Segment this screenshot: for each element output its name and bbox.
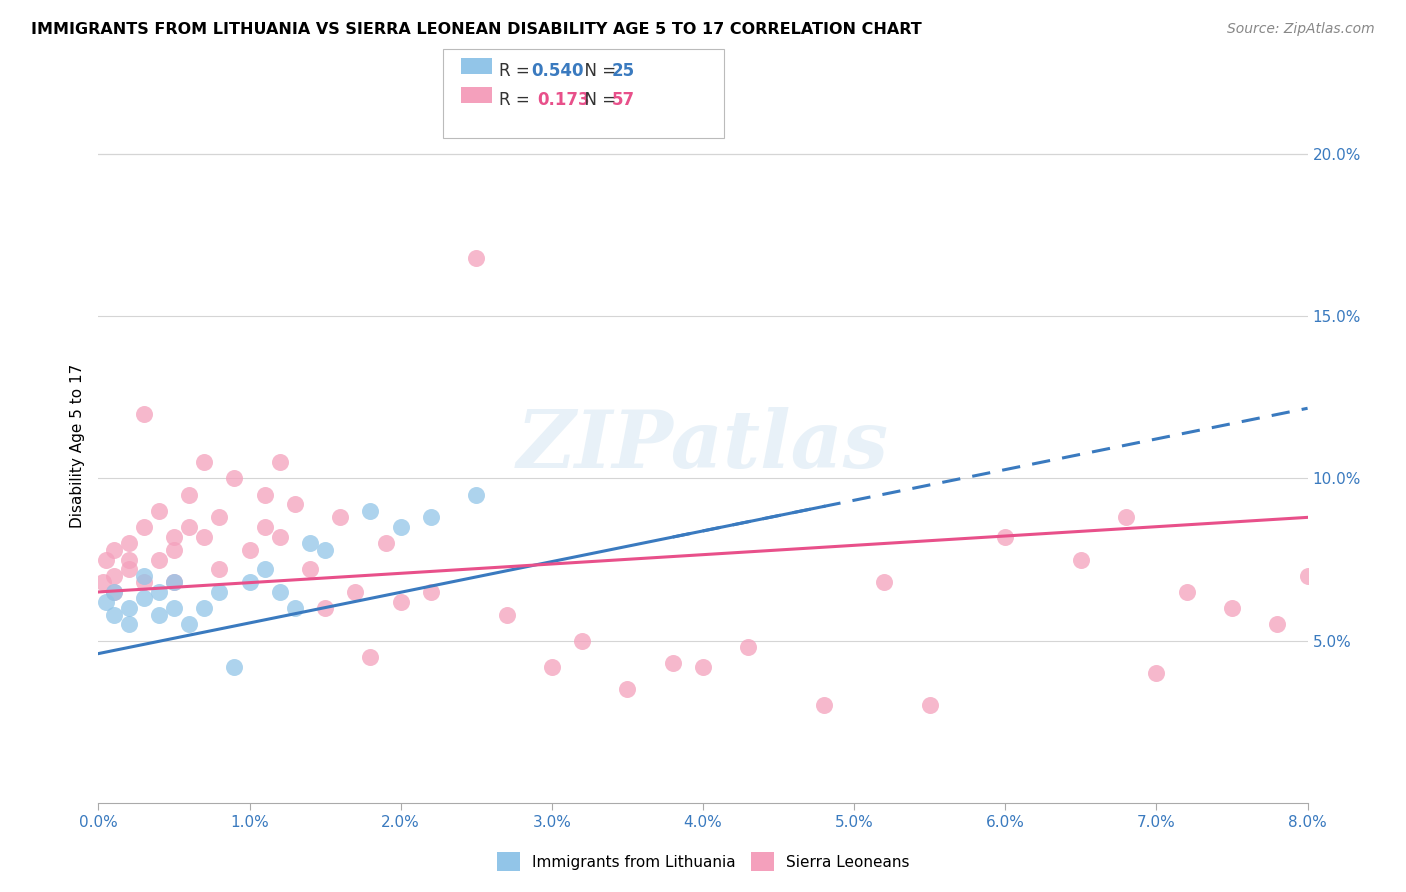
Point xyxy=(918,698,941,713)
Point xyxy=(208,510,231,524)
Point xyxy=(374,536,396,550)
Point xyxy=(163,575,186,590)
Text: 25: 25 xyxy=(612,62,634,80)
Point xyxy=(193,455,215,469)
Point xyxy=(420,585,443,599)
Point xyxy=(571,633,593,648)
Point xyxy=(1296,568,1319,582)
Point xyxy=(540,659,562,673)
Point xyxy=(179,520,201,534)
Point xyxy=(269,530,291,544)
Text: N =: N = xyxy=(574,91,621,109)
Text: ZIPatlas: ZIPatlas xyxy=(517,408,889,484)
Point xyxy=(148,585,170,599)
Point xyxy=(465,488,488,502)
Point xyxy=(284,497,307,511)
Point xyxy=(179,488,201,502)
Point xyxy=(103,568,125,582)
Point xyxy=(253,562,276,576)
Point xyxy=(1175,585,1198,599)
Point xyxy=(193,530,215,544)
Point xyxy=(329,510,352,524)
Point xyxy=(118,617,141,632)
Legend: Immigrants from Lithuania, Sierra Leoneans: Immigrants from Lithuania, Sierra Leonea… xyxy=(491,847,915,877)
Point xyxy=(148,504,170,518)
Point xyxy=(495,607,517,622)
Point xyxy=(208,585,231,599)
Point xyxy=(103,607,125,622)
Point xyxy=(1070,552,1092,566)
Point xyxy=(224,659,246,673)
Point xyxy=(208,562,231,576)
Point xyxy=(148,552,170,566)
Point xyxy=(344,585,367,599)
Text: Source: ZipAtlas.com: Source: ZipAtlas.com xyxy=(1227,22,1375,37)
Point xyxy=(465,251,488,265)
Point xyxy=(389,520,412,534)
Text: IMMIGRANTS FROM LITHUANIA VS SIERRA LEONEAN DISABILITY AGE 5 TO 17 CORRELATION C: IMMIGRANTS FROM LITHUANIA VS SIERRA LEON… xyxy=(31,22,922,37)
Point xyxy=(1146,666,1168,681)
Point xyxy=(163,575,186,590)
Point xyxy=(299,536,322,550)
Point xyxy=(148,607,170,622)
Point xyxy=(132,407,155,421)
Point xyxy=(118,601,141,615)
Point xyxy=(239,575,262,590)
Point xyxy=(118,562,141,576)
Point xyxy=(314,601,336,615)
Point xyxy=(420,510,443,524)
Point xyxy=(118,552,141,566)
Point xyxy=(103,542,125,557)
Text: R =: R = xyxy=(499,62,536,80)
Point xyxy=(389,595,412,609)
Point xyxy=(94,552,117,566)
Point xyxy=(1327,497,1350,511)
Point xyxy=(118,536,141,550)
Point xyxy=(314,542,336,557)
Point xyxy=(616,682,638,697)
Text: N =: N = xyxy=(574,62,621,80)
Point xyxy=(1267,617,1289,632)
Point xyxy=(1115,510,1137,524)
Y-axis label: Disability Age 5 to 17: Disability Age 5 to 17 xyxy=(69,364,84,528)
Point xyxy=(873,575,896,590)
Point xyxy=(224,471,246,485)
Point xyxy=(163,542,186,557)
Text: R =: R = xyxy=(499,91,540,109)
Point xyxy=(253,520,276,534)
Point xyxy=(94,595,117,609)
Point xyxy=(163,601,186,615)
Point xyxy=(813,698,835,713)
Point xyxy=(132,568,155,582)
Point xyxy=(163,530,186,544)
Point xyxy=(91,575,114,590)
Point xyxy=(103,585,125,599)
Point xyxy=(284,601,307,615)
Point xyxy=(360,649,382,664)
Text: 57: 57 xyxy=(612,91,634,109)
Text: 0.173: 0.173 xyxy=(537,91,589,109)
Point xyxy=(269,585,291,599)
Point xyxy=(132,575,155,590)
Point xyxy=(253,488,276,502)
Point xyxy=(661,657,683,671)
Point xyxy=(179,617,201,632)
Point xyxy=(692,659,714,673)
Point xyxy=(193,601,215,615)
Point xyxy=(269,455,291,469)
Point xyxy=(994,530,1017,544)
Point xyxy=(239,542,262,557)
Point xyxy=(299,562,322,576)
Point xyxy=(132,591,155,606)
Point xyxy=(103,585,125,599)
Point xyxy=(132,520,155,534)
Point xyxy=(737,640,759,654)
Point xyxy=(1220,601,1243,615)
Text: 0.540: 0.540 xyxy=(531,62,583,80)
Point xyxy=(360,504,382,518)
